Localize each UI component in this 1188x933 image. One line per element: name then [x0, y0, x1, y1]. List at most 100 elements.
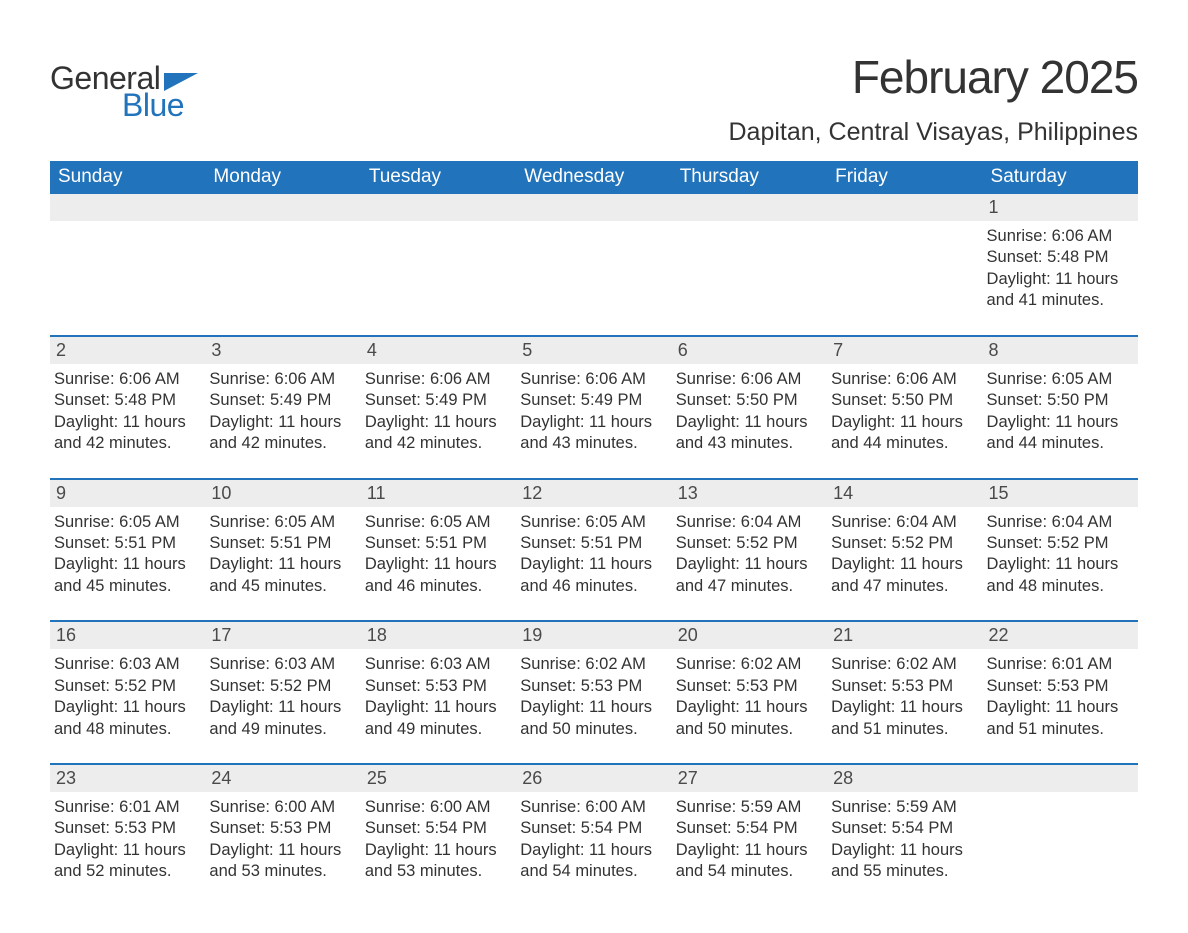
day-number: 16 — [50, 622, 205, 649]
brand-logo: General Blue — [50, 60, 198, 124]
sunset-line: Sunset: 5:52 PM — [54, 676, 199, 697]
day-number: 1 — [983, 194, 1138, 221]
day-number: 27 — [672, 765, 827, 792]
sunset-line: Sunset: 5:54 PM — [365, 818, 510, 839]
day-number-row: 1 — [50, 194, 1138, 221]
weekday-header: Monday — [205, 161, 360, 194]
weekday-header: Friday — [827, 161, 982, 194]
empty-day-number — [672, 194, 827, 221]
sunset-line: Sunset: 5:48 PM — [54, 390, 199, 411]
day-detail: Sunrise: 6:02 AMSunset: 5:53 PMDaylight:… — [672, 649, 827, 750]
daylight-line: Daylight: 11 hours and 44 minutes. — [831, 412, 976, 455]
day-detail: Sunrise: 6:02 AMSunset: 5:53 PMDaylight:… — [827, 649, 982, 750]
day-detail: Sunrise: 6:00 AMSunset: 5:54 PMDaylight:… — [516, 792, 671, 893]
day-number-row: 232425262728 — [50, 765, 1138, 792]
sunrise-line: Sunrise: 6:06 AM — [831, 369, 976, 390]
day-number: 19 — [516, 622, 671, 649]
sunrise-line: Sunrise: 6:05 AM — [520, 512, 665, 533]
daylight-line: Daylight: 11 hours and 44 minutes. — [987, 412, 1132, 455]
day-detail-row: Sunrise: 6:05 AMSunset: 5:51 PMDaylight:… — [50, 507, 1138, 608]
day-detail-row: Sunrise: 6:06 AMSunset: 5:48 PMDaylight:… — [50, 364, 1138, 465]
sunrise-line: Sunrise: 6:01 AM — [54, 797, 199, 818]
location-subtitle: Dapitan, Central Visayas, Philippines — [729, 118, 1139, 147]
sunrise-line: Sunrise: 5:59 AM — [676, 797, 821, 818]
empty-day-number — [983, 765, 1138, 792]
sunrise-line: Sunrise: 6:02 AM — [831, 654, 976, 675]
brand-triangle-icon — [164, 73, 198, 91]
sunrise-line: Sunrise: 6:01 AM — [987, 654, 1132, 675]
empty-day-detail — [672, 221, 827, 322]
sunrise-line: Sunrise: 6:06 AM — [54, 369, 199, 390]
daylight-line: Daylight: 11 hours and 46 minutes. — [365, 554, 510, 597]
empty-day-number — [361, 194, 516, 221]
day-detail: Sunrise: 6:06 AMSunset: 5:48 PMDaylight:… — [983, 221, 1138, 322]
daylight-line: Daylight: 11 hours and 55 minutes. — [831, 840, 976, 883]
sunset-line: Sunset: 5:49 PM — [520, 390, 665, 411]
daylight-line: Daylight: 11 hours and 42 minutes. — [209, 412, 354, 455]
empty-day-detail — [983, 792, 1138, 893]
sunrise-line: Sunrise: 6:06 AM — [676, 369, 821, 390]
sunrise-line: Sunrise: 6:02 AM — [676, 654, 821, 675]
day-number: 20 — [672, 622, 827, 649]
day-detail: Sunrise: 6:01 AMSunset: 5:53 PMDaylight:… — [50, 792, 205, 893]
day-detail: Sunrise: 6:04 AMSunset: 5:52 PMDaylight:… — [672, 507, 827, 608]
sunrise-line: Sunrise: 6:00 AM — [520, 797, 665, 818]
daylight-line: Daylight: 11 hours and 49 minutes. — [209, 697, 354, 740]
daylight-line: Daylight: 11 hours and 54 minutes. — [520, 840, 665, 883]
sunrise-line: Sunrise: 6:04 AM — [831, 512, 976, 533]
empty-day-detail — [205, 221, 360, 322]
sunrise-line: Sunrise: 6:03 AM — [54, 654, 199, 675]
day-detail: Sunrise: 6:05 AMSunset: 5:50 PMDaylight:… — [983, 364, 1138, 465]
sunrise-line: Sunrise: 6:06 AM — [520, 369, 665, 390]
daylight-line: Daylight: 11 hours and 43 minutes. — [520, 412, 665, 455]
day-number: 7 — [827, 337, 982, 364]
day-number: 26 — [516, 765, 671, 792]
weekday-header: Thursday — [672, 161, 827, 194]
weekday-header: Wednesday — [516, 161, 671, 194]
daylight-line: Daylight: 11 hours and 48 minutes. — [54, 697, 199, 740]
day-detail-row: Sunrise: 6:06 AMSunset: 5:48 PMDaylight:… — [50, 221, 1138, 322]
daylight-line: Daylight: 11 hours and 52 minutes. — [54, 840, 199, 883]
daylight-line: Daylight: 11 hours and 45 minutes. — [54, 554, 199, 597]
day-number: 9 — [50, 480, 205, 507]
daylight-line: Daylight: 11 hours and 51 minutes. — [987, 697, 1132, 740]
sunrise-line: Sunrise: 6:06 AM — [365, 369, 510, 390]
day-number: 24 — [205, 765, 360, 792]
day-detail: Sunrise: 6:06 AMSunset: 5:49 PMDaylight:… — [205, 364, 360, 465]
day-detail: Sunrise: 6:01 AMSunset: 5:53 PMDaylight:… — [983, 649, 1138, 750]
day-number: 13 — [672, 480, 827, 507]
sunset-line: Sunset: 5:51 PM — [209, 533, 354, 554]
sunrise-line: Sunrise: 6:02 AM — [520, 654, 665, 675]
day-detail: Sunrise: 6:05 AMSunset: 5:51 PMDaylight:… — [205, 507, 360, 608]
sunset-line: Sunset: 5:50 PM — [987, 390, 1132, 411]
sunrise-line: Sunrise: 6:05 AM — [54, 512, 199, 533]
day-number: 21 — [827, 622, 982, 649]
sunrise-line: Sunrise: 5:59 AM — [831, 797, 976, 818]
day-number: 8 — [983, 337, 1138, 364]
empty-day-number — [516, 194, 671, 221]
sunset-line: Sunset: 5:52 PM — [209, 676, 354, 697]
day-number-row: 16171819202122 — [50, 622, 1138, 649]
day-detail: Sunrise: 6:03 AMSunset: 5:52 PMDaylight:… — [205, 649, 360, 750]
day-detail: Sunrise: 5:59 AMSunset: 5:54 PMDaylight:… — [827, 792, 982, 893]
day-detail: Sunrise: 6:06 AMSunset: 5:50 PMDaylight:… — [827, 364, 982, 465]
sunset-line: Sunset: 5:53 PM — [520, 676, 665, 697]
sunset-line: Sunset: 5:53 PM — [365, 676, 510, 697]
weekday-header: Tuesday — [361, 161, 516, 194]
daylight-line: Daylight: 11 hours and 50 minutes. — [676, 697, 821, 740]
day-number: 2 — [50, 337, 205, 364]
day-detail: Sunrise: 5:59 AMSunset: 5:54 PMDaylight:… — [672, 792, 827, 893]
daylight-line: Daylight: 11 hours and 45 minutes. — [209, 554, 354, 597]
day-detail: Sunrise: 6:04 AMSunset: 5:52 PMDaylight:… — [983, 507, 1138, 608]
day-detail: Sunrise: 6:05 AMSunset: 5:51 PMDaylight:… — [361, 507, 516, 608]
sunset-line: Sunset: 5:53 PM — [209, 818, 354, 839]
weekday-header: Sunday — [50, 161, 205, 194]
day-detail: Sunrise: 6:00 AMSunset: 5:54 PMDaylight:… — [361, 792, 516, 893]
empty-day-detail — [50, 221, 205, 322]
sunset-line: Sunset: 5:52 PM — [831, 533, 976, 554]
daylight-line: Daylight: 11 hours and 42 minutes. — [54, 412, 199, 455]
sunrise-line: Sunrise: 6:04 AM — [676, 512, 821, 533]
sunrise-line: Sunrise: 6:06 AM — [987, 226, 1132, 247]
empty-day-number — [827, 194, 982, 221]
day-number: 4 — [361, 337, 516, 364]
